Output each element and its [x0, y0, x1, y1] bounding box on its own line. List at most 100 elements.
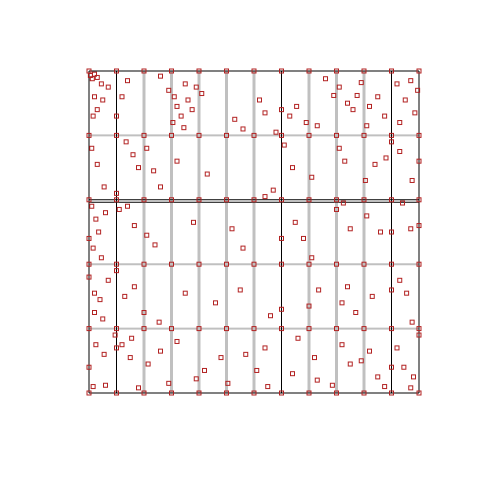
- data-point: [116, 206, 122, 212]
- grid-intersection-mark: [196, 132, 202, 138]
- data-point: [345, 100, 350, 106]
- data-point: [240, 245, 246, 251]
- grid-intersection-mark: [334, 132, 339, 138]
- data-point: [404, 290, 410, 296]
- data-point: [93, 342, 99, 348]
- data-point: [342, 158, 348, 164]
- data-point: [362, 177, 368, 183]
- data-point: [294, 103, 300, 109]
- grid-intersection-mark: [334, 326, 339, 332]
- data-point: [279, 306, 284, 312]
- data-point: [174, 338, 180, 344]
- data-point: [141, 310, 147, 315]
- grid-intersection-mark: [306, 261, 312, 267]
- data-point: [323, 76, 328, 82]
- data-point: [89, 76, 95, 82]
- data-point: [90, 384, 96, 390]
- data-point: [145, 361, 151, 367]
- grid-intersection-mark: [141, 390, 147, 396]
- grid-intersection-mark: [306, 132, 312, 138]
- data-point: [254, 367, 260, 373]
- data-point: [100, 97, 106, 103]
- data-point: [339, 300, 345, 306]
- grid-intersection-mark: [334, 197, 339, 203]
- grid-intersection-marks: [86, 68, 422, 396]
- grid-intersection-mark: [279, 390, 284, 396]
- data-point: [86, 235, 92, 241]
- data-point: [262, 194, 268, 200]
- grid-intersection-mark: [141, 132, 147, 138]
- grid-intersection-mark: [279, 261, 284, 267]
- grid-intersection-mark: [279, 132, 284, 138]
- data-point: [408, 78, 414, 84]
- data-point: [270, 187, 276, 193]
- data-point: [166, 380, 172, 386]
- data-point: [144, 145, 150, 151]
- grid-intersection-mark: [251, 390, 257, 396]
- data-point: [369, 293, 375, 299]
- data-point: [127, 355, 133, 361]
- data-point: [119, 94, 125, 100]
- grid-intersection-mark: [279, 68, 284, 74]
- data-point: [389, 287, 394, 293]
- data-point: [281, 142, 287, 148]
- data-point: [114, 268, 119, 274]
- data-point: [131, 284, 137, 290]
- data-point: [171, 94, 177, 100]
- grid-intersection-mark: [224, 326, 229, 332]
- data-point: [347, 361, 353, 367]
- grid-intersection-mark: [389, 390, 394, 396]
- data-point: [397, 277, 403, 283]
- data-point: [174, 103, 180, 109]
- grid-intersection-mark: [251, 326, 257, 332]
- grid-intersection-mark: [86, 390, 92, 396]
- data-point: [329, 382, 335, 388]
- data-point: [185, 97, 191, 103]
- data-point: [191, 219, 196, 225]
- data-point: [262, 345, 268, 351]
- data-point: [314, 123, 320, 129]
- data-point: [90, 113, 96, 119]
- grid-intersection-mark: [416, 326, 422, 332]
- data-point: [193, 84, 199, 90]
- data-point: [295, 335, 301, 341]
- data-point: [101, 184, 107, 190]
- grid-intersection-mark: [86, 326, 92, 332]
- data-point: [389, 229, 394, 235]
- data-point: [105, 277, 111, 283]
- data-point: [96, 229, 102, 235]
- data-point: [358, 358, 364, 364]
- grid-intersection-mark: [196, 261, 202, 267]
- grid-intersection-mark: [416, 261, 422, 267]
- data-point: [131, 223, 137, 229]
- data-point: [309, 255, 315, 261]
- grid-intersection-mark: [251, 132, 257, 138]
- data-point: [98, 81, 104, 87]
- grid-intersection-mark: [169, 390, 174, 396]
- data-point: [287, 113, 293, 119]
- grid-intersection-mark: [196, 390, 202, 396]
- grid-intersection-mark: [169, 132, 174, 138]
- data-point: [290, 165, 295, 171]
- data-point: [408, 226, 414, 232]
- data-point: [182, 81, 188, 87]
- grid-intersection-mark: [389, 261, 394, 267]
- data-point: [182, 290, 188, 296]
- grid-intersection-mark: [361, 68, 367, 74]
- grid-intersection-mark: [114, 261, 119, 267]
- data-point: [309, 174, 315, 180]
- grid-intersection-mark: [251, 68, 257, 74]
- data-point: [92, 310, 97, 315]
- grid-intersection-mark: [196, 68, 202, 74]
- grid-intersection-mark: [224, 132, 229, 138]
- grid-lines-light: [89, 71, 419, 393]
- grid-intersection-mark: [86, 68, 92, 74]
- data-point: [372, 161, 378, 167]
- data-point: [389, 364, 394, 370]
- data-point: [409, 319, 415, 325]
- data-point: [144, 232, 150, 238]
- grid-intersection-mark: [416, 132, 422, 138]
- data-point: [339, 342, 345, 348]
- data-point: [101, 351, 107, 357]
- data-point: [136, 165, 141, 171]
